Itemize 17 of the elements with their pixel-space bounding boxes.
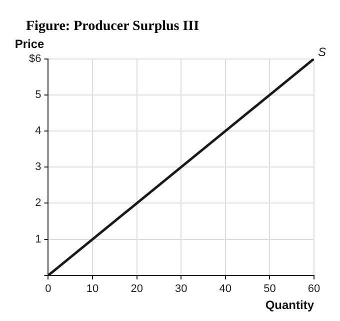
x-tick-label: 60: [308, 283, 320, 296]
x-tick-label: 0: [45, 283, 52, 296]
chart-title: Figure: Producer Surplus III: [26, 19, 200, 34]
x-axis-title: Quantity: [265, 298, 314, 312]
y-tick-label: 1: [35, 233, 42, 246]
series-label: S: [318, 45, 326, 60]
x-tick-label: 30: [174, 283, 188, 296]
y-tick-label: 4: [35, 125, 42, 138]
x-tick-label: 20: [130, 283, 143, 296]
y-tick-label: 3: [35, 161, 42, 174]
x-tick-label: 10: [86, 283, 99, 296]
y-tick-label: $6: [28, 52, 42, 65]
x-tick-label: 50: [264, 283, 276, 296]
x-tick-label: 40: [219, 283, 232, 296]
y-tick-label: 5: [35, 88, 42, 101]
y-axis-title: Price: [14, 37, 45, 52]
y-tick-label: 2: [35, 197, 42, 210]
